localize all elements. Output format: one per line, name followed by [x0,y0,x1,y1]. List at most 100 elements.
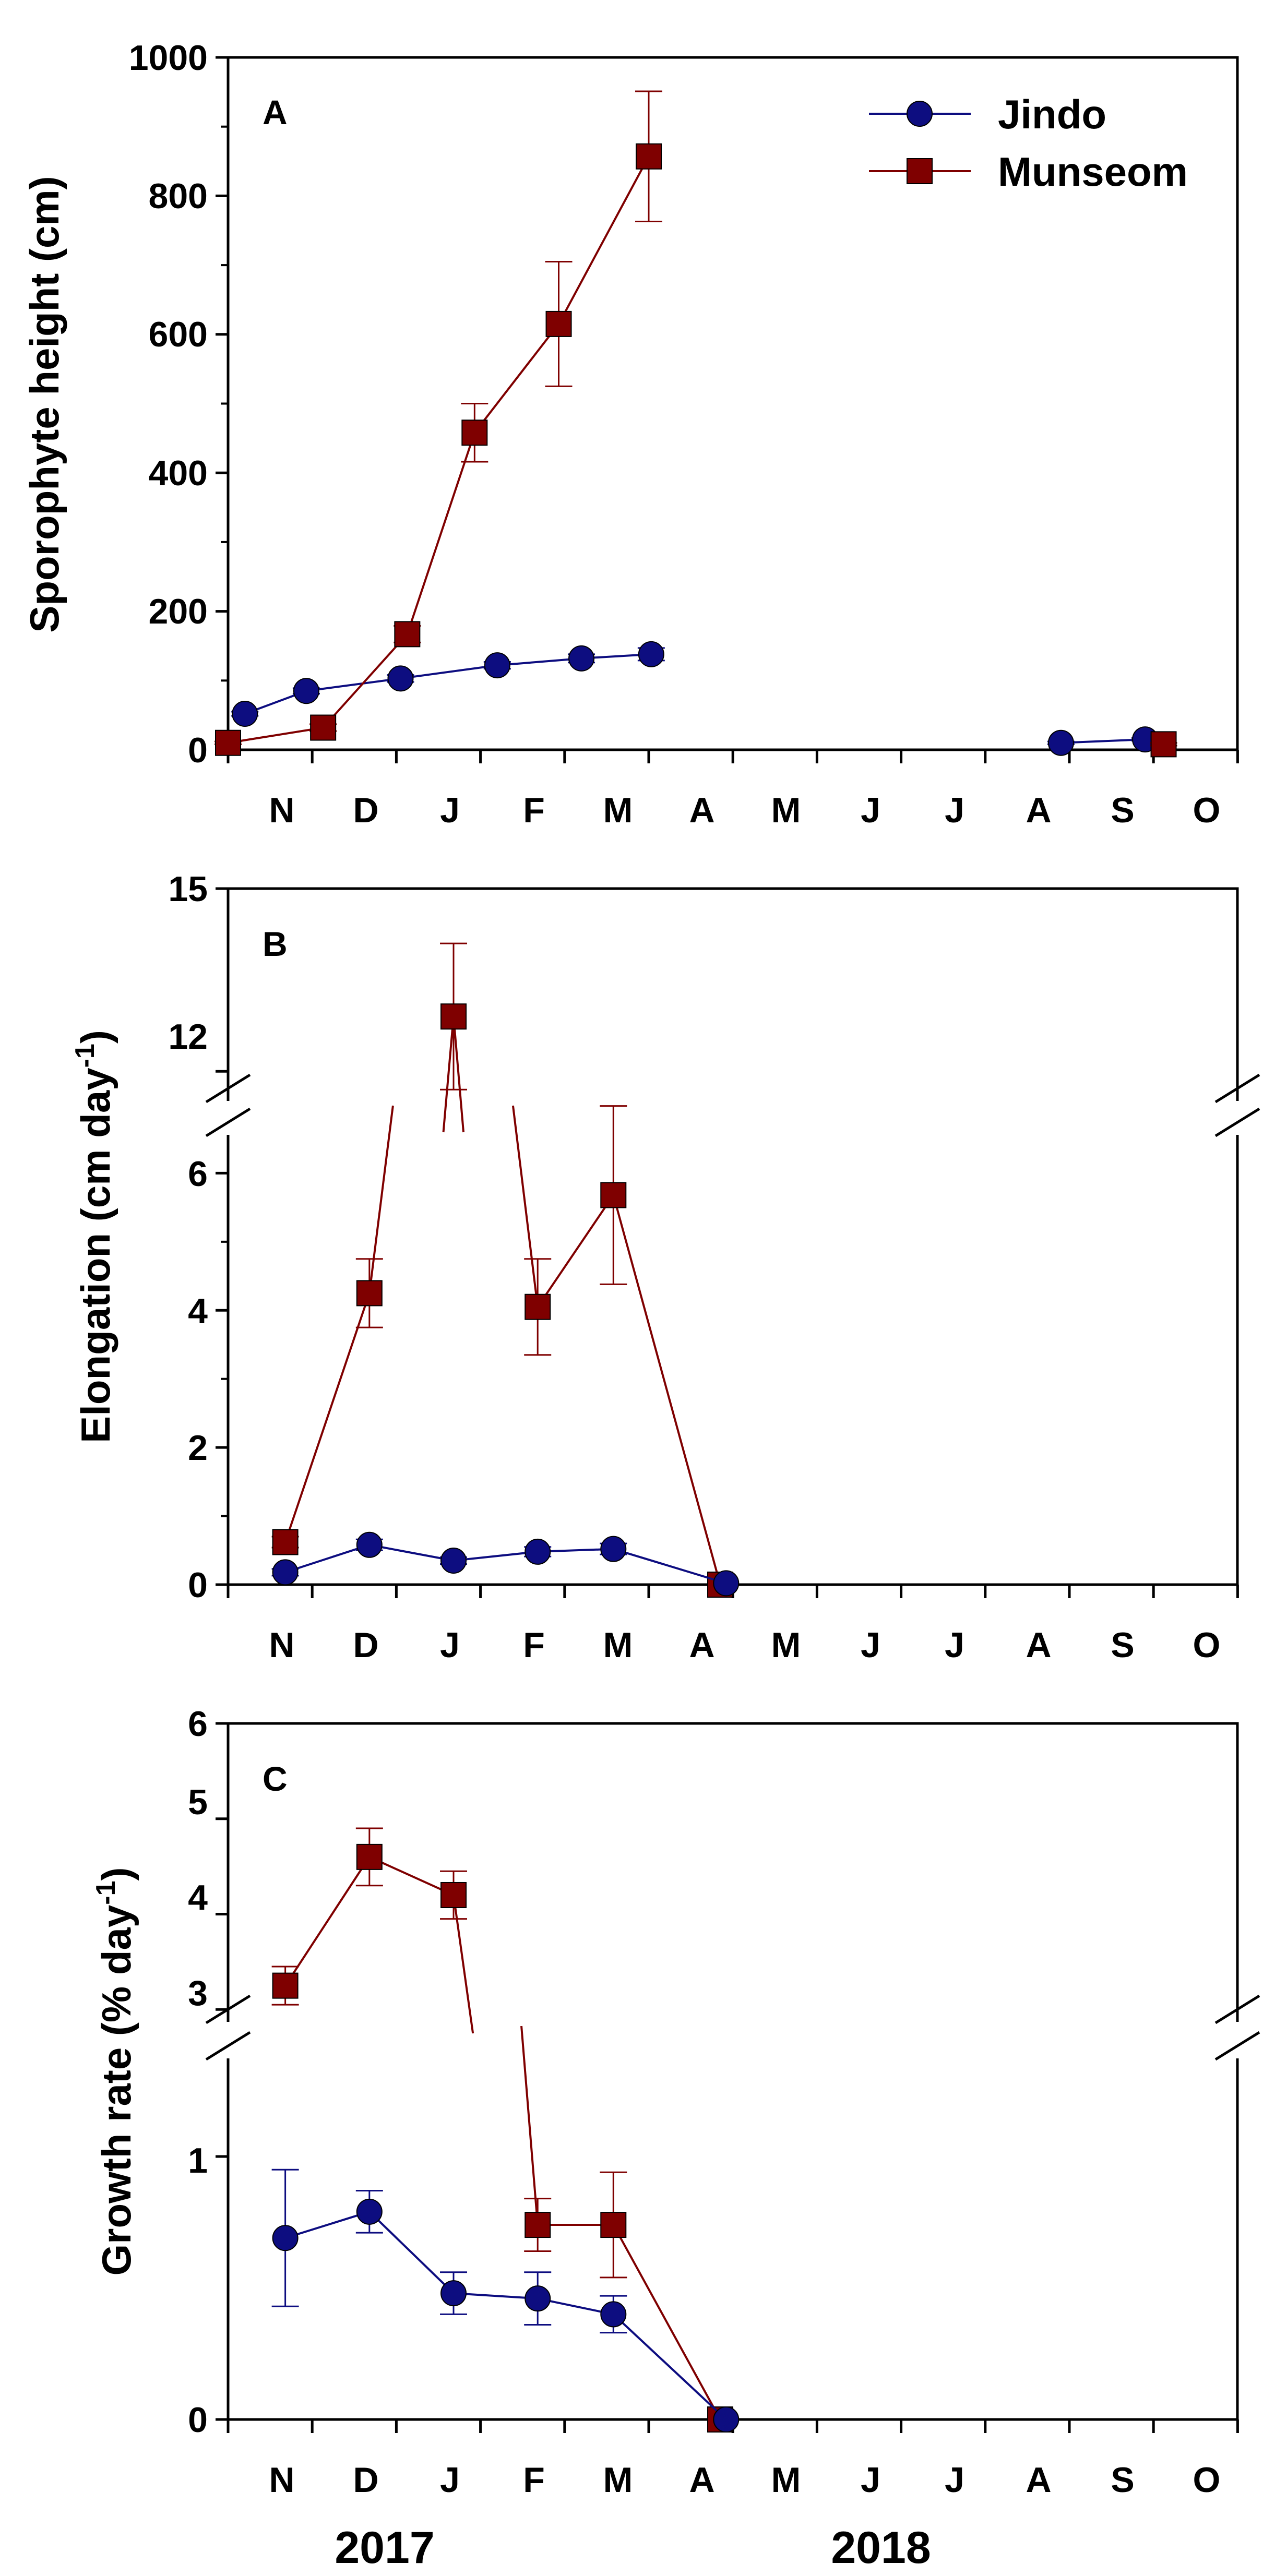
panel-c-month-mar: M [603,2460,633,2500]
munseom-point [215,729,241,756]
panel-b-month-oct: O [1193,1625,1221,1665]
jindo-point [440,1548,467,1574]
munseom-point [356,1280,383,1307]
panel-a-month-may: M [771,790,801,830]
jindo-line-segment [453,2292,538,2300]
panel-c-ytick-3: 3 [188,1973,208,2013]
jindo-line-segment [497,657,582,667]
jindo-point [440,2280,467,2307]
panel-c-month-oct: O [1193,2460,1221,2500]
munseom-point [356,1843,383,1870]
panel-a-month-jun: J [861,790,880,830]
legend-munseom-label: Munseom [998,149,1188,195]
jindo-line-segment [368,2211,455,2294]
panel-a-ytick-200: 200 [149,592,208,631]
jindo-line-segment [369,1543,454,1562]
munseom-point [440,1003,467,1030]
panel-a-month-aug: A [1026,790,1051,830]
panel-a-month-feb: F [523,790,545,830]
munseom-point [440,1882,467,1908]
panel-b-month-may: M [771,1625,801,1665]
panel-c-month-nov: N [269,2460,294,2500]
jindo-point [356,1531,383,1558]
panel-b-month-mar: M [603,1625,633,1665]
munseom-point [545,310,572,337]
panel-c-month-dec: D [353,2460,378,2500]
panel-c-label: C [263,1759,288,1798]
munseom-point [600,2212,627,2238]
panel-b-ytick-4: 4 [188,1291,208,1331]
munseom-line-segment [537,1194,614,1308]
legend-jindo-marker [907,101,933,127]
panel-c-month-labels: N D J F M A M J J A S O [269,2460,1220,2500]
munseom-line-segment [284,1856,371,1986]
panel-c-month-jul: J [945,2460,964,2500]
panel-b-ytick-12: 12 [168,1017,208,1057]
panel-c-ytick-1: 1 [188,2141,208,2180]
panel-a-ytick-600: 600 [149,315,208,354]
jindo-point [525,1538,551,1565]
jindo-line-segment [613,1548,726,1585]
munseom-line-segment [612,2224,721,2420]
panel-b-month-nov: N [269,1625,294,1665]
panel-c-ytick-6: 6 [188,1704,208,1744]
munseom-point [1150,731,1177,758]
panel-b-month-jan: J [440,1625,460,1665]
jindo-point [600,2301,627,2328]
panel-b-axis-break-left [205,1073,251,1137]
jindo-point [387,665,414,692]
munseom-line-segment [322,633,408,728]
panel-c-ytick-5: 5 [188,1782,208,1822]
panel-b: 0 2 4 6 12 15 Elongation (cm day-1) B N … [70,869,1260,1665]
panel-a-month-mar: M [603,790,633,830]
panel-a-month-jul: J [945,790,964,830]
panel-a-ytick-400: 400 [149,453,208,493]
jindo-line-segment [612,2313,727,2421]
jindo-point [638,641,664,667]
munseom-line-segment [368,1856,454,1896]
panel-a-month-sep: S [1111,790,1134,830]
panel-b-axis-break-right [1214,1073,1260,1137]
panel-b-month-feb: F [523,1625,545,1665]
panel-c-month-sep: S [1111,2460,1134,2500]
panel-a-month-oct: O [1193,790,1221,830]
jindo-line-segment [1060,738,1146,744]
panel-b-ytick-6: 6 [188,1154,208,1194]
panel-a-label: A [263,93,288,131]
jindo-line-segment [285,2210,370,2239]
year-label-2018: 2018 [831,2523,931,2573]
panel-b-ytick-0: 0 [188,1565,208,1605]
jindo-line-segment [453,1550,538,1562]
panel-b-month-dec: D [353,1625,378,1665]
legend-jindo-label: Jindo [998,91,1106,137]
panel-b-month-jun: J [861,1625,880,1665]
panel-c-month-feb: F [523,2460,545,2500]
jindo-point [568,645,595,672]
panel-a-ytick-1000: 1000 [129,38,208,78]
jindo-point [1047,729,1074,756]
panel-a-ytick-800: 800 [149,176,208,216]
panel-c-ylabel: Growth rate (% day-1) [91,1867,139,2275]
panel-c-ytick-0: 0 [188,2400,208,2440]
panel-c-axis-break-right [1214,1994,1260,2061]
jindo-line-segment [400,664,498,680]
jindo-point [272,1559,299,1586]
munseom-point [600,1182,627,1208]
panel-b-month-aug: A [1026,1625,1051,1665]
panel-a-month-jan: J [440,790,460,830]
panel-c-ytick-4: 4 [188,1878,208,1918]
munseom-line-segment [520,2026,539,2225]
panel-b-frame [227,887,1239,1586]
panel-c-month-apr: A [689,2460,714,2500]
panel-a-plot [214,90,1177,758]
panel-b-plot [271,942,740,1598]
munseom-line-segment [452,1895,474,2034]
panel-c-plot [271,1827,740,2433]
munseom-point [636,143,662,170]
panel-b-ylabel: Elongation (cm day-1) [70,1030,118,1443]
munseom-line-segment [442,1016,455,1133]
panel-b-ytick-15: 15 [168,869,208,909]
panel-a-ylabel: Sporophyte height (cm) [21,176,67,632]
panel-b-month-apr: A [689,1625,714,1665]
munseom-line-segment [228,726,324,744]
